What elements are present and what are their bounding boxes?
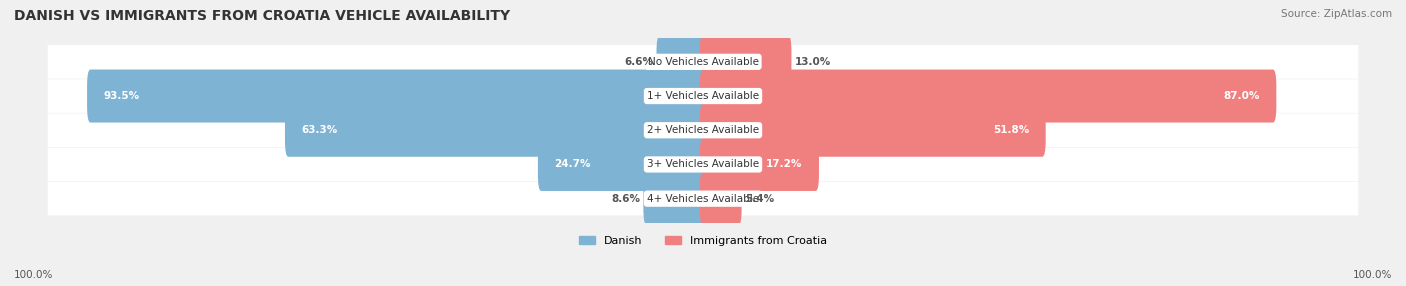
Text: Source: ZipAtlas.com: Source: ZipAtlas.com (1281, 9, 1392, 19)
FancyBboxPatch shape (48, 148, 1358, 181)
Text: 100.0%: 100.0% (14, 270, 53, 280)
Text: 63.3%: 63.3% (301, 125, 337, 135)
FancyBboxPatch shape (700, 172, 741, 225)
Legend: Danish, Immigrants from Croatia: Danish, Immigrants from Croatia (574, 231, 832, 250)
Text: 1+ Vehicles Available: 1+ Vehicles Available (647, 91, 759, 101)
Text: 24.7%: 24.7% (554, 160, 591, 170)
Text: 6.6%: 6.6% (624, 57, 654, 67)
FancyBboxPatch shape (285, 104, 706, 157)
FancyBboxPatch shape (700, 104, 1046, 157)
FancyBboxPatch shape (538, 138, 706, 191)
FancyBboxPatch shape (87, 69, 706, 122)
FancyBboxPatch shape (48, 79, 1358, 113)
Text: 3+ Vehicles Available: 3+ Vehicles Available (647, 160, 759, 170)
FancyBboxPatch shape (644, 172, 706, 225)
Text: No Vehicles Available: No Vehicles Available (648, 57, 758, 67)
Text: 5.4%: 5.4% (745, 194, 775, 204)
Text: 51.8%: 51.8% (993, 125, 1029, 135)
Text: 93.5%: 93.5% (104, 91, 139, 101)
FancyBboxPatch shape (700, 69, 1277, 122)
FancyBboxPatch shape (657, 35, 706, 88)
Text: 87.0%: 87.0% (1223, 91, 1260, 101)
FancyBboxPatch shape (700, 35, 792, 88)
Text: 13.0%: 13.0% (794, 57, 831, 67)
Text: 2+ Vehicles Available: 2+ Vehicles Available (647, 125, 759, 135)
FancyBboxPatch shape (48, 45, 1358, 79)
Text: 4+ Vehicles Available: 4+ Vehicles Available (647, 194, 759, 204)
Text: 8.6%: 8.6% (612, 194, 640, 204)
Text: DANISH VS IMMIGRANTS FROM CROATIA VEHICLE AVAILABILITY: DANISH VS IMMIGRANTS FROM CROATIA VEHICL… (14, 9, 510, 23)
FancyBboxPatch shape (700, 138, 818, 191)
Text: 17.2%: 17.2% (766, 160, 803, 170)
FancyBboxPatch shape (48, 114, 1358, 147)
FancyBboxPatch shape (48, 182, 1358, 215)
Text: 100.0%: 100.0% (1353, 270, 1392, 280)
